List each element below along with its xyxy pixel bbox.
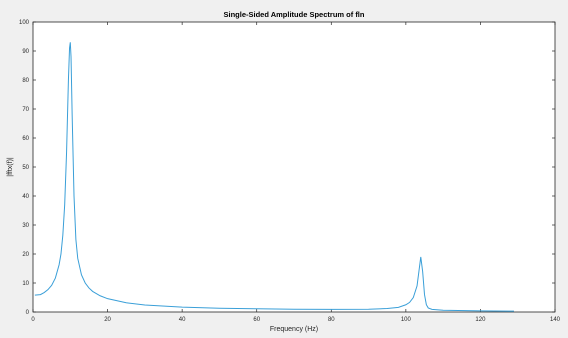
spectrum-line — [34, 42, 514, 312]
x-axis-label: Frequency (Hz) — [270, 326, 318, 333]
x-tick-label: 40 — [179, 317, 186, 323]
axis-tick-labels: 0 20 40 60 80 100 120 140 0 10 20 30 40 50 60 70 80 90 100 — [19, 20, 561, 323]
x-tick-label: 80 — [328, 317, 335, 323]
x-tick-label: 60 — [253, 317, 260, 323]
y-tick-label: 70 — [22, 107, 29, 113]
y-tick-label: 30 — [22, 223, 29, 229]
x-tick-label: 0 — [31, 317, 35, 323]
x-tick-label: 120 — [475, 317, 486, 323]
chart-title: Single-Sided Amplitude Spectrum of fln — [224, 10, 365, 19]
x-tick-label: 20 — [104, 317, 111, 323]
y-tick-label: 100 — [19, 20, 30, 26]
x-tick-label: 100 — [401, 317, 412, 323]
y-tick-label: 10 — [22, 281, 29, 287]
y-tick-label: 90 — [22, 49, 29, 55]
y-tick-label: 80 — [22, 78, 29, 84]
y-tick-label: 0 — [26, 310, 30, 316]
y-tick-label: 40 — [22, 194, 29, 200]
y-tick-label: 20 — [22, 252, 29, 258]
y-tick-label: 60 — [22, 136, 29, 142]
plot-area — [32, 21, 556, 313]
y-tick-label: 50 — [22, 165, 29, 171]
x-tick-label: 140 — [550, 317, 561, 323]
y-axis-label: |fftx(f)| — [7, 157, 14, 177]
